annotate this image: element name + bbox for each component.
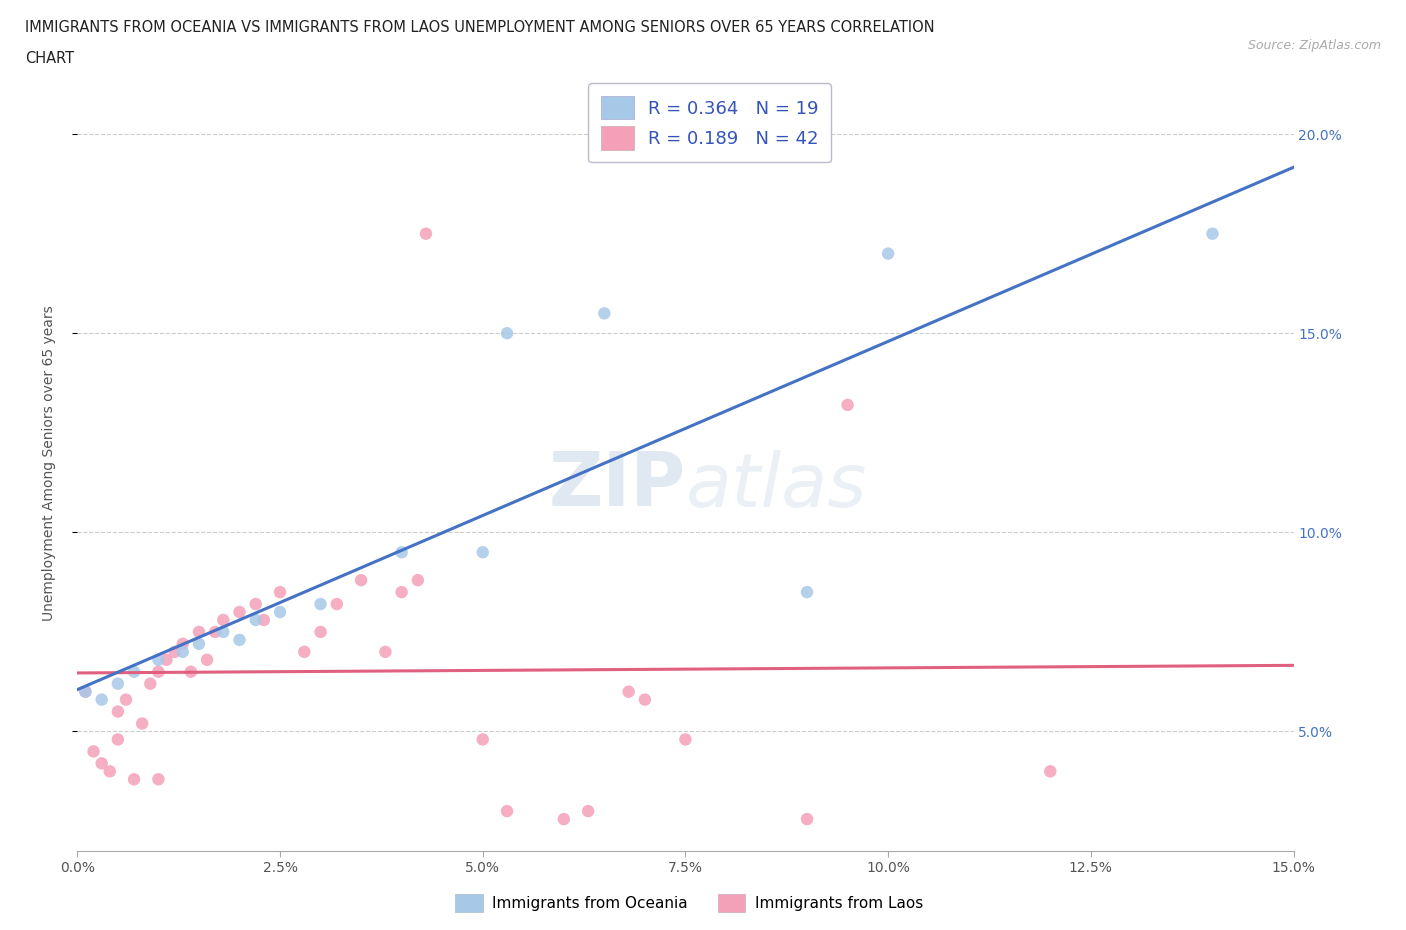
Point xyxy=(98,764,121,778)
Point xyxy=(391,545,413,560)
Text: ZIP: ZIP xyxy=(548,449,686,523)
Text: CHART: CHART xyxy=(25,51,75,66)
Point xyxy=(253,613,276,628)
Point xyxy=(415,226,437,241)
Point xyxy=(292,644,315,659)
Point xyxy=(245,613,267,628)
Point xyxy=(228,604,250,619)
Point xyxy=(675,732,697,747)
Point xyxy=(90,756,112,771)
Point xyxy=(471,732,494,747)
Point xyxy=(195,652,218,667)
Point xyxy=(634,692,657,707)
Point xyxy=(172,644,194,659)
Point xyxy=(877,246,900,261)
Point xyxy=(155,652,177,667)
Point xyxy=(391,585,413,600)
Point xyxy=(1201,226,1223,241)
Point xyxy=(90,692,112,707)
Point xyxy=(406,573,429,588)
Point xyxy=(309,597,332,612)
Point xyxy=(139,676,162,691)
Text: IMMIGRANTS FROM OCEANIA VS IMMIGRANTS FROM LAOS UNEMPLOYMENT AMONG SENIORS OVER : IMMIGRANTS FROM OCEANIA VS IMMIGRANTS FR… xyxy=(25,20,935,35)
Point xyxy=(576,804,599,818)
Point xyxy=(107,676,129,691)
Point xyxy=(163,644,186,659)
Point xyxy=(245,597,267,612)
Point xyxy=(188,636,211,651)
Text: Source: ZipAtlas.com: Source: ZipAtlas.com xyxy=(1247,39,1381,52)
Point xyxy=(471,545,494,560)
Point xyxy=(172,636,194,651)
Text: atlas: atlas xyxy=(686,450,868,522)
Point xyxy=(148,772,170,787)
Point xyxy=(83,744,105,759)
Point xyxy=(617,684,640,699)
Point xyxy=(309,624,332,639)
Point xyxy=(228,632,250,647)
Point xyxy=(188,624,211,639)
Point xyxy=(204,624,226,639)
Point xyxy=(496,326,519,340)
Point xyxy=(148,652,170,667)
Point xyxy=(553,812,575,827)
Point xyxy=(122,772,145,787)
Point xyxy=(212,613,235,628)
Point xyxy=(796,812,818,827)
Legend: R = 0.364   N = 19, R = 0.189   N = 42: R = 0.364 N = 19, R = 0.189 N = 42 xyxy=(588,84,831,163)
Y-axis label: Unemployment Among Seniors over 65 years: Unemployment Among Seniors over 65 years xyxy=(42,305,56,620)
Point xyxy=(131,716,153,731)
Point xyxy=(180,664,202,679)
Point xyxy=(75,684,97,699)
Point xyxy=(148,664,170,679)
Point xyxy=(326,597,349,612)
Point xyxy=(837,397,859,412)
Point xyxy=(593,306,616,321)
Point xyxy=(212,624,235,639)
Legend: Immigrants from Oceania, Immigrants from Laos: Immigrants from Oceania, Immigrants from… xyxy=(449,888,929,918)
Point xyxy=(374,644,396,659)
Point xyxy=(107,704,129,719)
Point xyxy=(115,692,138,707)
Point xyxy=(122,664,145,679)
Point xyxy=(1039,764,1062,778)
Point xyxy=(269,604,291,619)
Point xyxy=(75,684,97,699)
Point xyxy=(350,573,373,588)
Point xyxy=(269,585,291,600)
Point xyxy=(107,732,129,747)
Point xyxy=(796,585,818,600)
Point xyxy=(496,804,519,818)
